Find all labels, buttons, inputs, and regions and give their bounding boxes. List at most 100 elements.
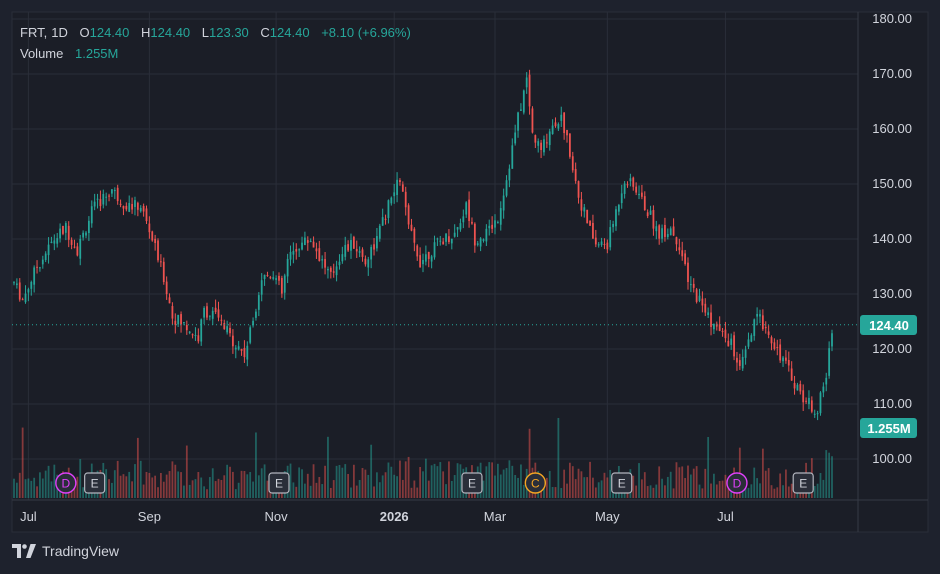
volume-bar xyxy=(684,478,686,498)
volume-bar xyxy=(174,464,177,498)
last-price-badge: 124.40 xyxy=(860,315,917,335)
candle-body xyxy=(756,313,759,317)
candle-body xyxy=(324,259,326,268)
x-tick-label: Mar xyxy=(484,509,507,524)
candle-body xyxy=(30,281,33,289)
candle-body xyxy=(99,199,102,207)
volume-bar xyxy=(142,484,145,498)
symbol-label[interactable]: FRT xyxy=(20,25,44,40)
candle-body xyxy=(142,206,145,212)
candle-body xyxy=(56,238,59,244)
volume-bar xyxy=(226,464,229,498)
candle-body xyxy=(799,384,802,392)
volume-value: 1.255M xyxy=(75,46,119,61)
candle-body xyxy=(753,319,756,336)
brand-name: TradingView xyxy=(42,543,120,559)
volume-bar xyxy=(664,485,666,498)
candle-body xyxy=(531,108,534,133)
candle-body xyxy=(600,241,603,245)
last-volume-label: 1.255M xyxy=(867,421,910,436)
candle-body xyxy=(695,289,698,302)
candle-body xyxy=(134,200,136,207)
candle-body xyxy=(214,307,217,313)
candle-body xyxy=(59,228,61,239)
volume-bar xyxy=(589,461,591,498)
candle-body xyxy=(223,323,226,330)
volume-bar xyxy=(560,488,563,498)
volume-bar xyxy=(652,487,655,498)
volume-bar xyxy=(741,487,744,498)
candle-body xyxy=(27,289,30,293)
volume-bar xyxy=(655,484,658,498)
volume-bar xyxy=(27,478,30,498)
volume-bar xyxy=(312,464,315,498)
candle-body xyxy=(70,239,73,245)
volume-bar xyxy=(260,468,263,498)
volume-bar xyxy=(13,478,15,498)
candle-body xyxy=(609,227,612,248)
volume-bar xyxy=(47,465,50,498)
candle-body xyxy=(793,383,796,389)
volume-bar xyxy=(206,489,208,498)
candle-body xyxy=(128,202,131,212)
volume-bar xyxy=(433,463,436,498)
candle-body xyxy=(154,238,157,244)
candle-body xyxy=(243,347,246,358)
candle-body xyxy=(445,233,447,242)
candle-body xyxy=(560,114,563,121)
candle-body xyxy=(819,392,822,414)
candle-body xyxy=(361,249,364,257)
x-axis[interactable]: Jul Sep Nov 2026 Mar May Jul xyxy=(12,499,928,524)
volume-bar xyxy=(370,444,373,498)
candle-body xyxy=(632,177,635,187)
candle-body xyxy=(376,236,378,249)
candle-body xyxy=(373,244,375,250)
candle-body xyxy=(413,228,416,243)
interval-label[interactable]: 1D xyxy=(51,25,68,40)
event-label: E xyxy=(91,477,99,491)
candle-body xyxy=(701,298,704,306)
volume-bar xyxy=(335,465,338,498)
volume-bar xyxy=(197,472,200,498)
candle-body xyxy=(260,280,263,295)
volume-bar xyxy=(113,470,116,498)
candle-body xyxy=(551,125,554,135)
candle-body xyxy=(332,271,335,273)
y-tick-label: 100.00 xyxy=(872,451,912,466)
volume-bar xyxy=(727,480,730,498)
volume-bar xyxy=(266,480,269,498)
candle-body xyxy=(82,232,85,238)
volume-bar xyxy=(522,484,525,498)
volume-bar xyxy=(165,474,168,498)
candle-body xyxy=(822,386,825,393)
event-label: D xyxy=(733,477,742,491)
candle-body xyxy=(580,199,583,211)
candle-body xyxy=(462,216,465,223)
volume-bar xyxy=(427,480,430,498)
volume-bar xyxy=(350,487,352,498)
y-axis[interactable]: 180.00 170.00 160.00 150.00 140.00 130.00 120.… xyxy=(857,11,912,532)
volume-bar xyxy=(606,477,609,498)
tradingview-brand[interactable]: TradingView xyxy=(12,543,119,559)
candle-body xyxy=(790,368,793,381)
y-tick-label: 170.00 xyxy=(872,66,912,81)
volume-bar xyxy=(73,485,76,498)
candle-body xyxy=(36,266,38,268)
volume-bar xyxy=(128,471,131,498)
candle-body xyxy=(269,277,272,279)
volume-bar xyxy=(157,487,159,498)
volume-bar xyxy=(318,476,321,498)
candle-body xyxy=(802,390,805,403)
volume-bar xyxy=(223,475,226,498)
candle-body xyxy=(148,223,151,233)
candle-body xyxy=(710,312,712,328)
candle-body xyxy=(713,323,715,330)
dividend-event-marker: D xyxy=(726,472,748,494)
volume-bar xyxy=(234,489,237,498)
volume-bar xyxy=(724,474,727,498)
candle-body xyxy=(237,346,240,350)
candle-body xyxy=(136,202,139,210)
candle-body xyxy=(131,204,133,210)
candle-body xyxy=(113,189,116,192)
